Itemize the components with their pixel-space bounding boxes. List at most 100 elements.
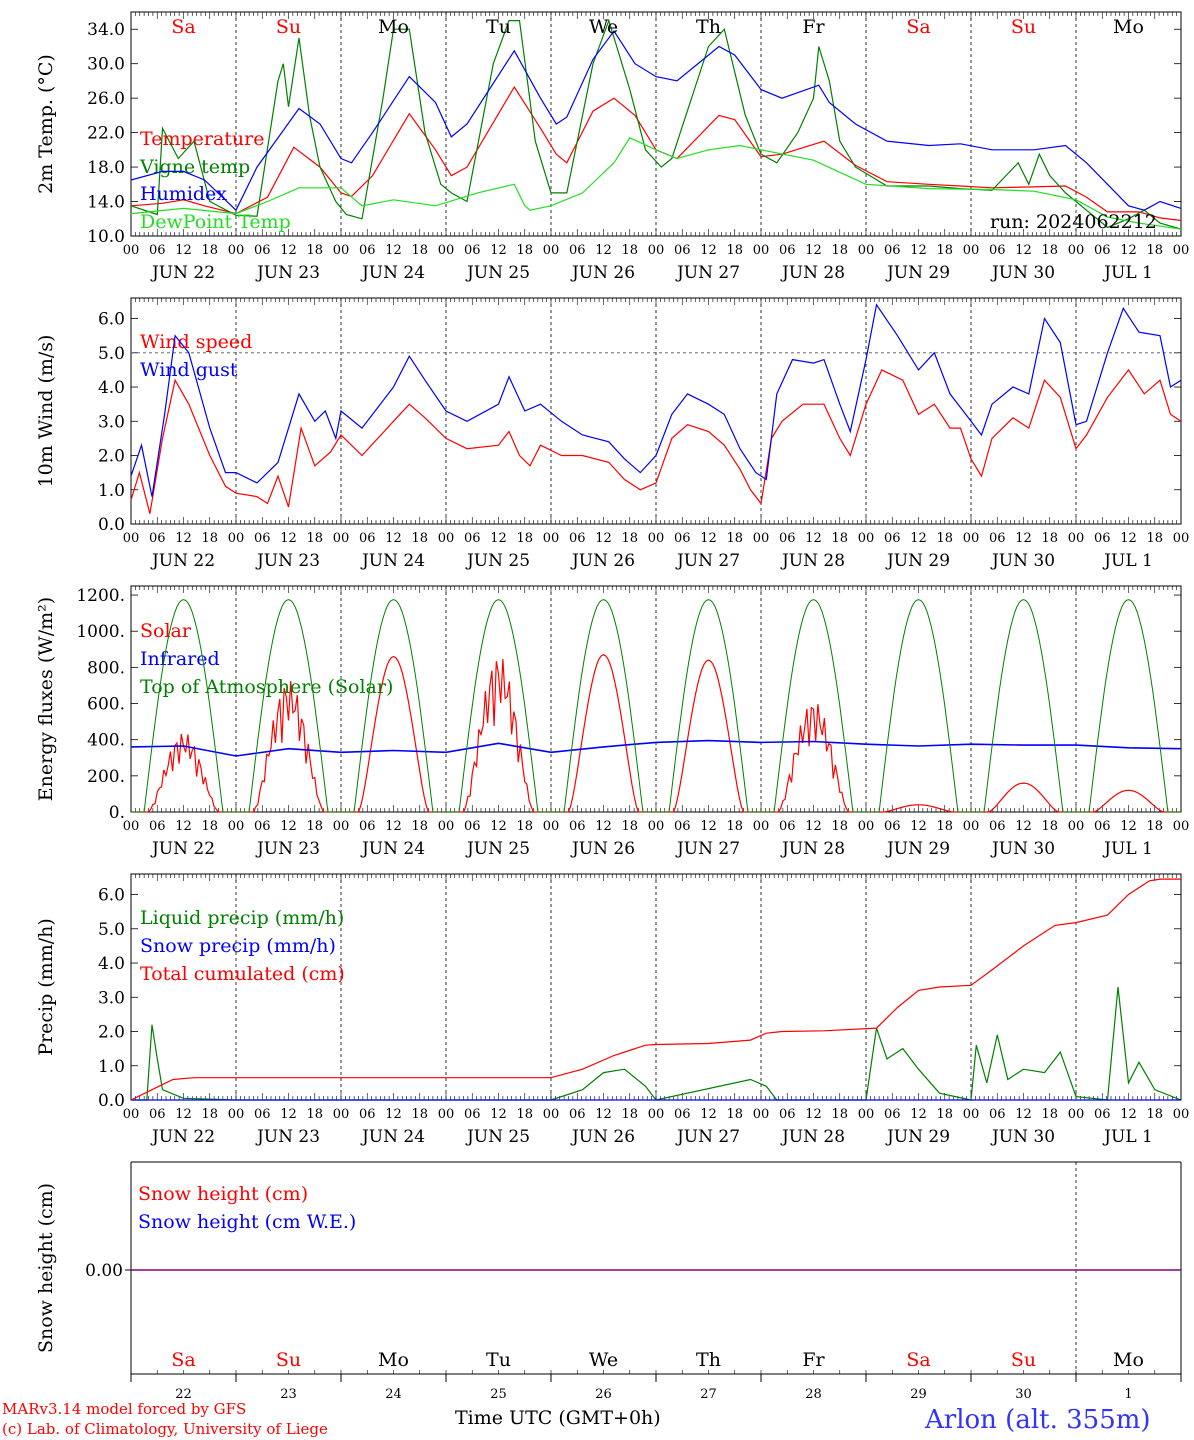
hour-tick-label: 06 [569, 243, 586, 258]
y-tick-label: 0.0 [98, 1091, 125, 1111]
day-number: 1 [1124, 1387, 1132, 1402]
hour-tick-label: 12 [700, 243, 717, 258]
hour-tick-label: 18 [936, 531, 953, 546]
series-wind-gust [130, 303, 1182, 497]
date-label: JUN 29 [885, 1127, 950, 1147]
day-number: 23 [280, 1387, 297, 1402]
date-label: JUN 24 [360, 1127, 425, 1147]
day-name-bottom: Sa [906, 1349, 930, 1371]
hour-tick-label: 06 [1094, 531, 1111, 546]
legend-series-wind-speed: Wind speed [140, 331, 252, 353]
hour-tick-label: 12 [490, 243, 507, 258]
hour-tick-label: 00 [228, 243, 245, 258]
legend-series-infrared: Infrared [140, 648, 220, 670]
y-axis-title: 10m Wind (m/s) [35, 335, 57, 488]
date-label: JUN 28 [780, 551, 845, 571]
hour-tick-label: 00 [1068, 1107, 1085, 1122]
hour-tick-label: 18 [516, 531, 533, 546]
day-name-bottom: Su [276, 1349, 301, 1371]
hour-tick-label: 18 [201, 243, 218, 258]
day-name-top: Sa [171, 16, 195, 38]
day-name-bottom: Tu [486, 1349, 511, 1371]
hour-tick-label: 06 [884, 531, 901, 546]
hour-tick-label: 06 [779, 819, 796, 834]
day-number: 29 [910, 1387, 927, 1402]
hour-tick-label: 18 [411, 243, 428, 258]
date-label: JUN 22 [150, 1127, 215, 1147]
hour-tick-label: 06 [1094, 1107, 1111, 1122]
hour-tick-label: 18 [516, 1107, 533, 1122]
date-label: JUN 29 [885, 551, 950, 571]
date-label: JUN 29 [885, 839, 950, 859]
hour-tick-label: 12 [805, 1107, 822, 1122]
hour-tick-label: 12 [595, 243, 612, 258]
hour-tick-label: 18 [201, 1107, 218, 1122]
hour-tick-label: 06 [674, 1107, 691, 1122]
hour-tick-label: 00 [123, 1107, 140, 1122]
x-axis-title: Time UTC (GMT+0h) [455, 1407, 661, 1429]
hour-tick-label: 00 [753, 531, 770, 546]
y-tick-label: 4.0 [98, 954, 125, 974]
hour-tick-label: 06 [359, 819, 376, 834]
y-tick-label: 3.0 [98, 988, 125, 1008]
hour-tick-label: 06 [1094, 243, 1111, 258]
hour-tick-label: 12 [700, 531, 717, 546]
hour-tick-label: 00 [963, 1107, 980, 1122]
hour-tick-label: 00 [228, 819, 245, 834]
hour-tick-label: 12 [1015, 243, 1032, 258]
hour-tick-label: 00 [123, 243, 140, 258]
hour-tick-label: 06 [779, 531, 796, 546]
hour-tick-label: 00 [333, 531, 350, 546]
day-number: 24 [385, 1387, 402, 1402]
hour-tick-label: 00 [543, 1107, 560, 1122]
hour-tick-label: 18 [1146, 243, 1163, 258]
location-title: Arlon (alt. 355m) [924, 1405, 1151, 1435]
legend-series-total-cumulated-cm-: Total cumulated (cm) [140, 963, 345, 985]
hour-tick-label: 06 [884, 819, 901, 834]
hour-tick-label: 00 [963, 243, 980, 258]
hour-tick-label: 06 [989, 531, 1006, 546]
y-tick-label: 6.0 [98, 886, 125, 906]
hour-tick-label: 06 [149, 243, 166, 258]
y-tick-label: 18.0 [87, 158, 125, 178]
day-name-bottom: Su [1011, 1349, 1036, 1371]
hour-tick-label: 00 [753, 819, 770, 834]
date-label: JUN 25 [465, 1127, 530, 1147]
hour-tick-label: 12 [490, 1107, 507, 1122]
hour-tick-label: 12 [175, 531, 192, 546]
hour-tick-label: 12 [910, 531, 927, 546]
date-label: JUN 30 [990, 839, 1055, 859]
y-tick-label: 2.0 [98, 447, 125, 467]
legend-snow-height-cm: Snow height (cm) [138, 1183, 308, 1205]
hour-tick-label: 12 [385, 243, 402, 258]
hour-tick-label: 06 [254, 1107, 271, 1122]
hour-tick-label: 00 [1173, 1107, 1190, 1122]
hour-tick-label: 12 [700, 1107, 717, 1122]
y-tick-label: 1.0 [98, 481, 125, 501]
date-label: JUN 27 [675, 1127, 740, 1147]
date-label: JUN 23 [255, 1127, 320, 1147]
hour-tick-label: 00 [543, 531, 560, 546]
hour-tick-label: 06 [149, 1107, 166, 1122]
hour-tick-label: 06 [464, 531, 481, 546]
y-tick-label: 14.0 [87, 193, 125, 213]
series-total-cumulated-cm- [130, 878, 1181, 1101]
day-name-top: We [589, 16, 618, 38]
hour-tick-label: 18 [1041, 1107, 1058, 1122]
y-tick-label: 3.0 [98, 412, 125, 432]
hour-tick-label: 06 [359, 1107, 376, 1122]
series-temperature [130, 85, 1182, 222]
hour-tick-label: 12 [595, 819, 612, 834]
hour-tick-label: 06 [569, 819, 586, 834]
day-name-bottom: Th [696, 1349, 721, 1371]
hour-tick-label: 06 [674, 531, 691, 546]
hour-tick-label: 06 [464, 1107, 481, 1122]
footer-model: MARv3.14 model forced by GFS [2, 1400, 246, 1418]
hour-tick-label: 12 [175, 1107, 192, 1122]
hour-tick-label: 06 [989, 243, 1006, 258]
day-number: 30 [1015, 1387, 1032, 1402]
day-number: 25 [490, 1387, 507, 1402]
hour-tick-label: 12 [1120, 531, 1137, 546]
y-tick-label: 800. [87, 658, 125, 678]
hour-tick-label: 06 [569, 531, 586, 546]
